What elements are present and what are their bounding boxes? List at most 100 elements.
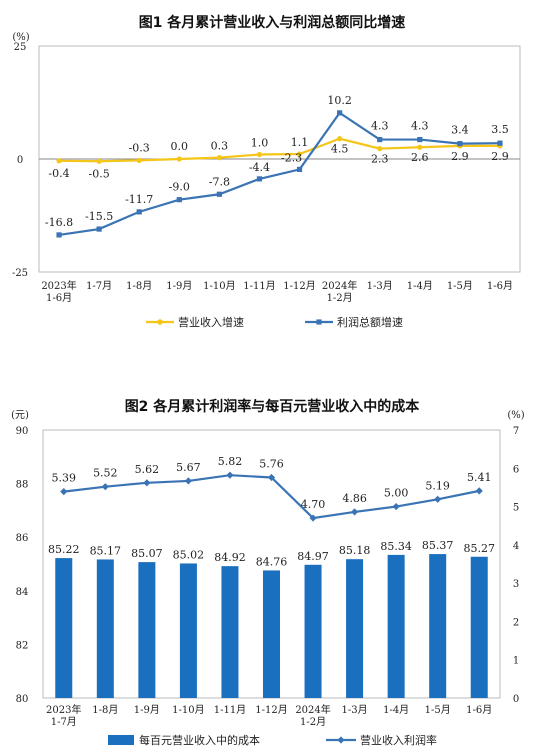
chart-2-y-left-tick: 84 (16, 587, 29, 598)
chart-1-profit-point (176, 197, 182, 203)
chart-1-x-tick: 2024年 1-2月 (322, 279, 357, 304)
chart-1-x-tick: 2023年 1-6月 (41, 279, 76, 304)
chart-2-x-tick: 1-9月 (134, 704, 160, 716)
chart-1: 图1 各月累计营业收入与利润总额同比增速 (%) 25 0 -25 2023年 1-6月 1… (0, 0, 544, 345)
chart-2-cost-bar (470, 556, 488, 698)
chart-1-profit-point (457, 141, 463, 147)
chart-2-cost-bar (179, 563, 197, 698)
chart-1-revenue-label: 4.5 (331, 143, 349, 156)
chart-2-margin-point (184, 477, 193, 485)
chart-2-cost-label: 85.27 (463, 542, 495, 555)
chart-2-x-tick: 1-6月 (466, 704, 492, 716)
chart-1-x-tick: 1-8月 (126, 280, 152, 292)
chart-2-margin-label: 5.19 (425, 479, 450, 492)
chart-2-y-right-tick: 3 (513, 579, 519, 590)
chart-2-y-right-tick: 1 (513, 656, 519, 667)
chart-2-margin-point (60, 488, 68, 496)
chart-2-legend-margin-marker (337, 736, 345, 744)
chart-1-profit-label: -7.8 (209, 175, 230, 188)
chart-1-profit-label: 3.5 (491, 123, 509, 136)
chart-2-cost-label: 85.22 (48, 543, 80, 556)
chart-1-revenue-label: 2.9 (491, 150, 509, 163)
chart-1-profit-label: -16.8 (45, 216, 73, 229)
chart-1-revenue-point (176, 156, 182, 162)
chart-2-x-tick: 1-11月 (214, 704, 246, 716)
chart-1-revenue-point (337, 136, 343, 142)
chart-2-cost-bar (304, 564, 322, 698)
chart-1-revenue-label: 0.3 (211, 140, 229, 153)
chart-1-x-tick: 1-6月 (487, 280, 513, 292)
chart-2-margin-label: 4.86 (342, 492, 367, 505)
chart-2-margin-label: 5.39 (52, 472, 77, 485)
chart-1-profit-label: 10.2 (327, 94, 352, 107)
chart-2-cost-bar (263, 570, 280, 698)
chart-2-y-left-tick: 82 (16, 640, 29, 651)
chart-1-profit-point (296, 166, 303, 172)
chart-1-revenue-label: 2.3 (371, 153, 389, 166)
chart-1-profit-label: -2.3 (281, 151, 302, 164)
chart-1-title: 图1 各月累计营业收入与利润总额同比增速 (138, 15, 406, 31)
chart-2-x-tick: 1-3月 (342, 704, 368, 716)
chart-2-margin-point (434, 495, 442, 503)
chart-2-cost-label: 85.07 (131, 547, 163, 560)
chart-1-series-line (58, 111, 500, 237)
chart-1-profit-label: 3.4 (451, 124, 469, 137)
chart-1-revenue-point (417, 144, 423, 150)
chart-2-x-tick: 2024年 1-2月 (295, 703, 330, 728)
chart-1-profit-point (497, 140, 503, 146)
chart-2: 图2 各月累计利润率与每百元营业收入中的成本 (元) (%) 90 88 86 84 82 8… (0, 385, 544, 753)
chart-1-revenue-point (377, 146, 383, 152)
chart-1-x-tick: 1-3月 (367, 280, 393, 292)
chart-2-margin-point (475, 487, 483, 495)
chart-2-margin-label: 5.00 (384, 487, 409, 500)
chart-2-legend-cost-swatch (108, 735, 134, 745)
chart-2-cost-label: 85.34 (380, 540, 412, 553)
chart-2-y-right-tick: 0 (513, 694, 519, 705)
chart-2-y-right-unit: (%) (507, 410, 524, 421)
chart-1-revenue-label: 1.1 (291, 136, 309, 149)
chart-1-profit-point (56, 232, 62, 238)
chart-1-y-tick: -25 (12, 268, 28, 279)
chart-2-margin-label: 5.67 (176, 461, 201, 474)
chart-2-cost-bar (346, 559, 364, 698)
chart-1-x-tick: 1-7月 (86, 280, 112, 292)
chart-2-cost-bar (55, 558, 73, 698)
chart-2-cost-label: 85.18 (339, 544, 371, 557)
chart-1-legend-profit-marker (316, 319, 322, 325)
chart-2-margin-label: 5.52 (93, 467, 118, 480)
chart-2-cost-label: 84.92 (214, 551, 246, 564)
chart-1-legend-profit-label: 利润总额增速 (337, 315, 403, 329)
chart-1-x-tick: 1-10月 (203, 280, 235, 292)
chart-1-revenue-label: -0.4 (48, 167, 69, 180)
chart-2-margin-point (226, 471, 234, 479)
chart-2-margin-label: 5.62 (135, 463, 160, 476)
chart-1-profit-point (417, 136, 423, 143)
chart-1-profit-point (337, 110, 343, 116)
chart-2-x-tick: 1-8月 (92, 704, 118, 716)
chart-2-margin-label: 4.70 (301, 498, 326, 511)
chart-1-x-tick: 1-5月 (447, 280, 473, 292)
chart-2-cost-label: 85.37 (422, 539, 454, 552)
chart-1-revenue-label: 0.0 (171, 140, 189, 153)
chart-2-x-tick: 1-12月 (255, 704, 287, 716)
chart-2-y-right-tick: 5 (513, 503, 519, 514)
chart-1-revenue-label: -0.3 (129, 141, 150, 154)
chart-2-y-right-tick: 6 (513, 464, 519, 475)
chart-2-cost-label: 85.17 (90, 544, 122, 557)
chart-1-revenue-point (256, 151, 263, 158)
chart-1-profit-point (256, 176, 263, 182)
chart-2-x-tick: 1-4月 (383, 704, 409, 716)
chart-2-x-tick: 2023年 1-7月 (46, 703, 81, 728)
chart-2-cost-bar (138, 562, 156, 698)
chart-1-profit-label: 4.3 (411, 120, 429, 133)
chart-2-y-right-tick: 7 (513, 426, 519, 437)
chart-1-revenue-label: 2.9 (451, 150, 469, 163)
chart-1-revenue-label: 1.0 (251, 136, 269, 149)
chart-2-margin-label: 5.82 (218, 455, 243, 468)
chart-1-x-tick: 1-9月 (166, 280, 192, 292)
chart-1-revenue-label: -0.5 (89, 167, 110, 180)
chart-1-y-tick: 25 (14, 42, 27, 53)
chart-2-x-tick: 1-10月 (172, 704, 204, 716)
chart-2-y-left-unit: (元) (11, 410, 29, 421)
chart-1-x-tick: 1-4月 (407, 280, 433, 292)
